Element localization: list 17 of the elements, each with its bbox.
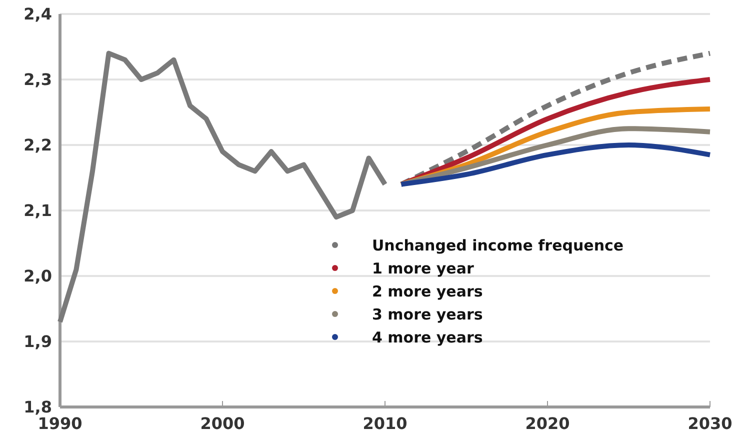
y-tick-label: 2,3 [24, 70, 52, 90]
x-tick-label: 2020 [525, 414, 570, 433]
x-tick-label: 2010 [362, 414, 408, 433]
legend-label: 3 more years [372, 305, 483, 324]
y-tick-label: 2,1 [24, 201, 52, 220]
legend-label: 2 more years [372, 282, 483, 300]
x-tick-label: 1990 [38, 414, 82, 433]
y-tick-label: 2,2 [24, 136, 52, 155]
y-tick-label: 2,0 [24, 266, 52, 286]
x-tick-label: 2030 [688, 414, 732, 433]
legend-label: Unchanged income frequence [372, 236, 624, 254]
x-tick-label: 2000 [200, 414, 245, 433]
legend-label: 4 more years [372, 328, 483, 346]
y-tick-label: 1,8 [24, 398, 52, 417]
y-tick-label: 2,4 [24, 4, 52, 24]
y-tick-label: 1,9 [24, 332, 52, 352]
legend-label: 1 more year [372, 259, 474, 278]
